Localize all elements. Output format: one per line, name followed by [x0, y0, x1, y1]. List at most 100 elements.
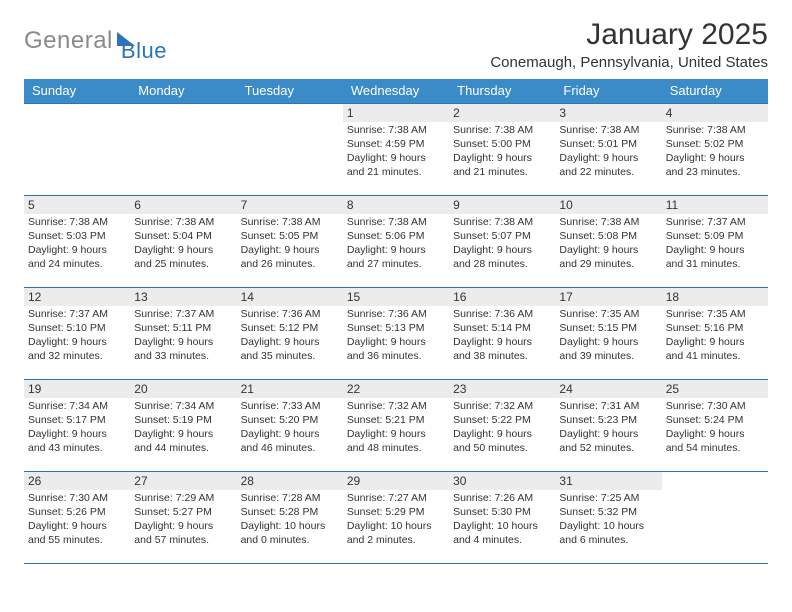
calendar-cell: 2 Sunrise: 7:38 AMSunset: 5:00 PMDaylight…: [449, 104, 555, 196]
title-block: January 2025 Conemaugh, Pennsylvania, Un…: [490, 18, 768, 71]
logo: General Blue: [24, 18, 167, 64]
day-details: Sunrise: 7:34 AMSunset: 5:19 PMDaylight:…: [134, 400, 232, 455]
day-details: Sunrise: 7:31 AMSunset: 5:23 PMDaylight:…: [559, 400, 657, 455]
calendar-cell: 3 Sunrise: 7:38 AMSunset: 5:01 PMDaylight…: [555, 104, 661, 196]
day-number: 24: [555, 380, 661, 398]
header: General Blue January 2025 Conemaugh, Pen…: [24, 18, 768, 71]
day-number: 18: [662, 288, 768, 306]
calendar-cell: 30 Sunrise: 7:26 AMSunset: 5:30 PMDayligh…: [449, 472, 555, 564]
calendar-cell: 7 Sunrise: 7:38 AMSunset: 5:05 PMDaylight…: [237, 196, 343, 288]
calendar-cell: .: [130, 104, 236, 196]
calendar-cell: 29 Sunrise: 7:27 AMSunset: 5:29 PMDayligh…: [343, 472, 449, 564]
day-number: 11: [662, 196, 768, 214]
calendar-week: 12 Sunrise: 7:37 AMSunset: 5:10 PMDayligh…: [24, 288, 768, 380]
day-details: Sunrise: 7:38 AMSunset: 5:01 PMDaylight:…: [559, 124, 657, 179]
day-number: 5: [24, 196, 130, 214]
calendar-cell: 11 Sunrise: 7:37 AMSunset: 5:09 PMDayligh…: [662, 196, 768, 288]
day-number: 8: [343, 196, 449, 214]
day-number: 21: [237, 380, 343, 398]
day-number: 25: [662, 380, 768, 398]
weekday-header: Monday: [130, 79, 236, 104]
calendar-cell: 9 Sunrise: 7:38 AMSunset: 5:07 PMDaylight…: [449, 196, 555, 288]
day-number: 17: [555, 288, 661, 306]
calendar-cell: 26Sunrise: 7:30 AMSunset: 5:26 PMDayligh…: [24, 472, 130, 564]
day-details: Sunrise: 7:29 AMSunset: 5:27 PMDaylight:…: [134, 492, 232, 547]
calendar-cell: 16 Sunrise: 7:36 AMSunset: 5:14 PMDayligh…: [449, 288, 555, 380]
day-details: Sunrise: 7:38 AMSunset: 5:04 PMDaylight:…: [134, 216, 232, 271]
calendar-cell: 13Sunrise: 7:37 AMSunset: 5:11 PMDayligh…: [130, 288, 236, 380]
day-details: Sunrise: 7:26 AMSunset: 5:30 PMDaylight:…: [453, 492, 551, 547]
day-number: 22: [343, 380, 449, 398]
calendar-cell: 10 Sunrise: 7:38 AMSunset: 5:08 PMDayligh…: [555, 196, 661, 288]
day-number: 30: [449, 472, 555, 490]
day-number: 29: [343, 472, 449, 490]
logo-text-1: General: [24, 27, 113, 55]
day-number: 15: [343, 288, 449, 306]
weekday-header: Thursday: [449, 79, 555, 104]
day-details: Sunrise: 7:36 AMSunset: 5:14 PMDaylight:…: [453, 308, 551, 363]
day-number: 4: [662, 104, 768, 122]
calendar-week: 26Sunrise: 7:30 AMSunset: 5:26 PMDayligh…: [24, 472, 768, 564]
day-details: Sunrise: 7:35 AMSunset: 5:15 PMDaylight:…: [559, 308, 657, 363]
weekday-header: Friday: [555, 79, 661, 104]
day-number: 20: [130, 380, 236, 398]
day-details: Sunrise: 7:38 AMSunset: 5:00 PMDaylight:…: [453, 124, 551, 179]
day-details: Sunrise: 7:38 AMSunset: 5:08 PMDaylight:…: [559, 216, 657, 271]
day-number: 12: [24, 288, 130, 306]
calendar-cell: 21 Sunrise: 7:33 AMSunset: 5:20 PMDayligh…: [237, 380, 343, 472]
day-number: 3: [555, 104, 661, 122]
calendar-cell: 24 Sunrise: 7:31 AMSunset: 5:23 PMDayligh…: [555, 380, 661, 472]
calendar-cell: 27 Sunrise: 7:29 AMSunset: 5:27 PMDayligh…: [130, 472, 236, 564]
calendar-cell: 19 Sunrise: 7:34 AMSunset: 5:17 PMDayligh…: [24, 380, 130, 472]
calendar-cell: 22 Sunrise: 7:32 AMSunset: 5:21 PMDayligh…: [343, 380, 449, 472]
day-details: Sunrise: 7:34 AMSunset: 5:17 PMDaylight:…: [28, 400, 126, 455]
calendar-cell: 31Sunrise: 7:25 AMSunset: 5:32 PMDayligh…: [555, 472, 661, 564]
calendar-cell: 6 Sunrise: 7:38 AMSunset: 5:04 PMDaylight…: [130, 196, 236, 288]
calendar-cell: 23Sunrise: 7:32 AMSunset: 5:22 PMDayligh…: [449, 380, 555, 472]
day-number: 31: [555, 472, 661, 490]
day-details: Sunrise: 7:33 AMSunset: 5:20 PMDaylight:…: [241, 400, 339, 455]
day-details: Sunrise: 7:37 AMSunset: 5:09 PMDaylight:…: [666, 216, 764, 271]
calendar-cell: 18 Sunrise: 7:35 AMSunset: 5:16 PMDayligh…: [662, 288, 768, 380]
location: Conemaugh, Pennsylvania, United States: [490, 54, 768, 71]
day-number: 2: [449, 104, 555, 122]
calendar-cell: 1Sunrise: 7:38 AMSunset: 4:59 PMDaylight…: [343, 104, 449, 196]
calendar-cell: 15 Sunrise: 7:36 AMSunset: 5:13 PMDayligh…: [343, 288, 449, 380]
calendar-cell: 28Sunrise: 7:28 AMSunset: 5:28 PMDayligh…: [237, 472, 343, 564]
day-details: Sunrise: 7:37 AMSunset: 5:10 PMDaylight:…: [28, 308, 126, 363]
calendar-cell: 12 Sunrise: 7:37 AMSunset: 5:10 PMDayligh…: [24, 288, 130, 380]
day-details: Sunrise: 7:38 AMSunset: 5:05 PMDaylight:…: [241, 216, 339, 271]
day-details: Sunrise: 7:38 AMSunset: 5:07 PMDaylight:…: [453, 216, 551, 271]
day-number: 28: [237, 472, 343, 490]
day-number: 27: [130, 472, 236, 490]
day-number: 19: [24, 380, 130, 398]
day-number: 10: [555, 196, 661, 214]
day-number: 1: [343, 104, 449, 122]
weekday-header: Sunday: [24, 79, 130, 104]
calendar-table: SundayMondayTuesdayWednesdayThursdayFrid…: [24, 79, 768, 564]
calendar-cell: 8 Sunrise: 7:38 AMSunset: 5:06 PMDaylight…: [343, 196, 449, 288]
day-number: 9: [449, 196, 555, 214]
month-title: January 2025: [490, 18, 768, 52]
calendar-week: ...1Sunrise: 7:38 AMSunset: 4:59 PMDayli…: [24, 104, 768, 196]
day-details: Sunrise: 7:36 AMSunset: 5:13 PMDaylight:…: [347, 308, 445, 363]
day-details: Sunrise: 7:32 AMSunset: 5:21 PMDaylight:…: [347, 400, 445, 455]
calendar-cell: 17 Sunrise: 7:35 AMSunset: 5:15 PMDayligh…: [555, 288, 661, 380]
weekday-header: Wednesday: [343, 79, 449, 104]
calendar-cell: 25 Sunrise: 7:30 AMSunset: 5:24 PMDayligh…: [662, 380, 768, 472]
calendar-cell: 14Sunrise: 7:36 AMSunset: 5:12 PMDayligh…: [237, 288, 343, 380]
day-number: 6: [130, 196, 236, 214]
day-number: 23: [449, 380, 555, 398]
logo-triangle-icon: [117, 32, 135, 46]
day-details: Sunrise: 7:27 AMSunset: 5:29 PMDaylight:…: [347, 492, 445, 547]
day-number: 14: [237, 288, 343, 306]
day-number: 7: [237, 196, 343, 214]
calendar-week: 5Sunrise: 7:38 AMSunset: 5:03 PMDaylight…: [24, 196, 768, 288]
calendar-cell: .: [24, 104, 130, 196]
day-details: Sunrise: 7:38 AMSunset: 5:06 PMDaylight:…: [347, 216, 445, 271]
calendar-week: 19 Sunrise: 7:34 AMSunset: 5:17 PMDayligh…: [24, 380, 768, 472]
calendar-cell: 4Sunrise: 7:38 AMSunset: 5:02 PMDaylight…: [662, 104, 768, 196]
day-details: Sunrise: 7:30 AMSunset: 5:24 PMDaylight:…: [666, 400, 764, 455]
day-number: 16: [449, 288, 555, 306]
day-details: Sunrise: 7:35 AMSunset: 5:16 PMDaylight:…: [666, 308, 764, 363]
